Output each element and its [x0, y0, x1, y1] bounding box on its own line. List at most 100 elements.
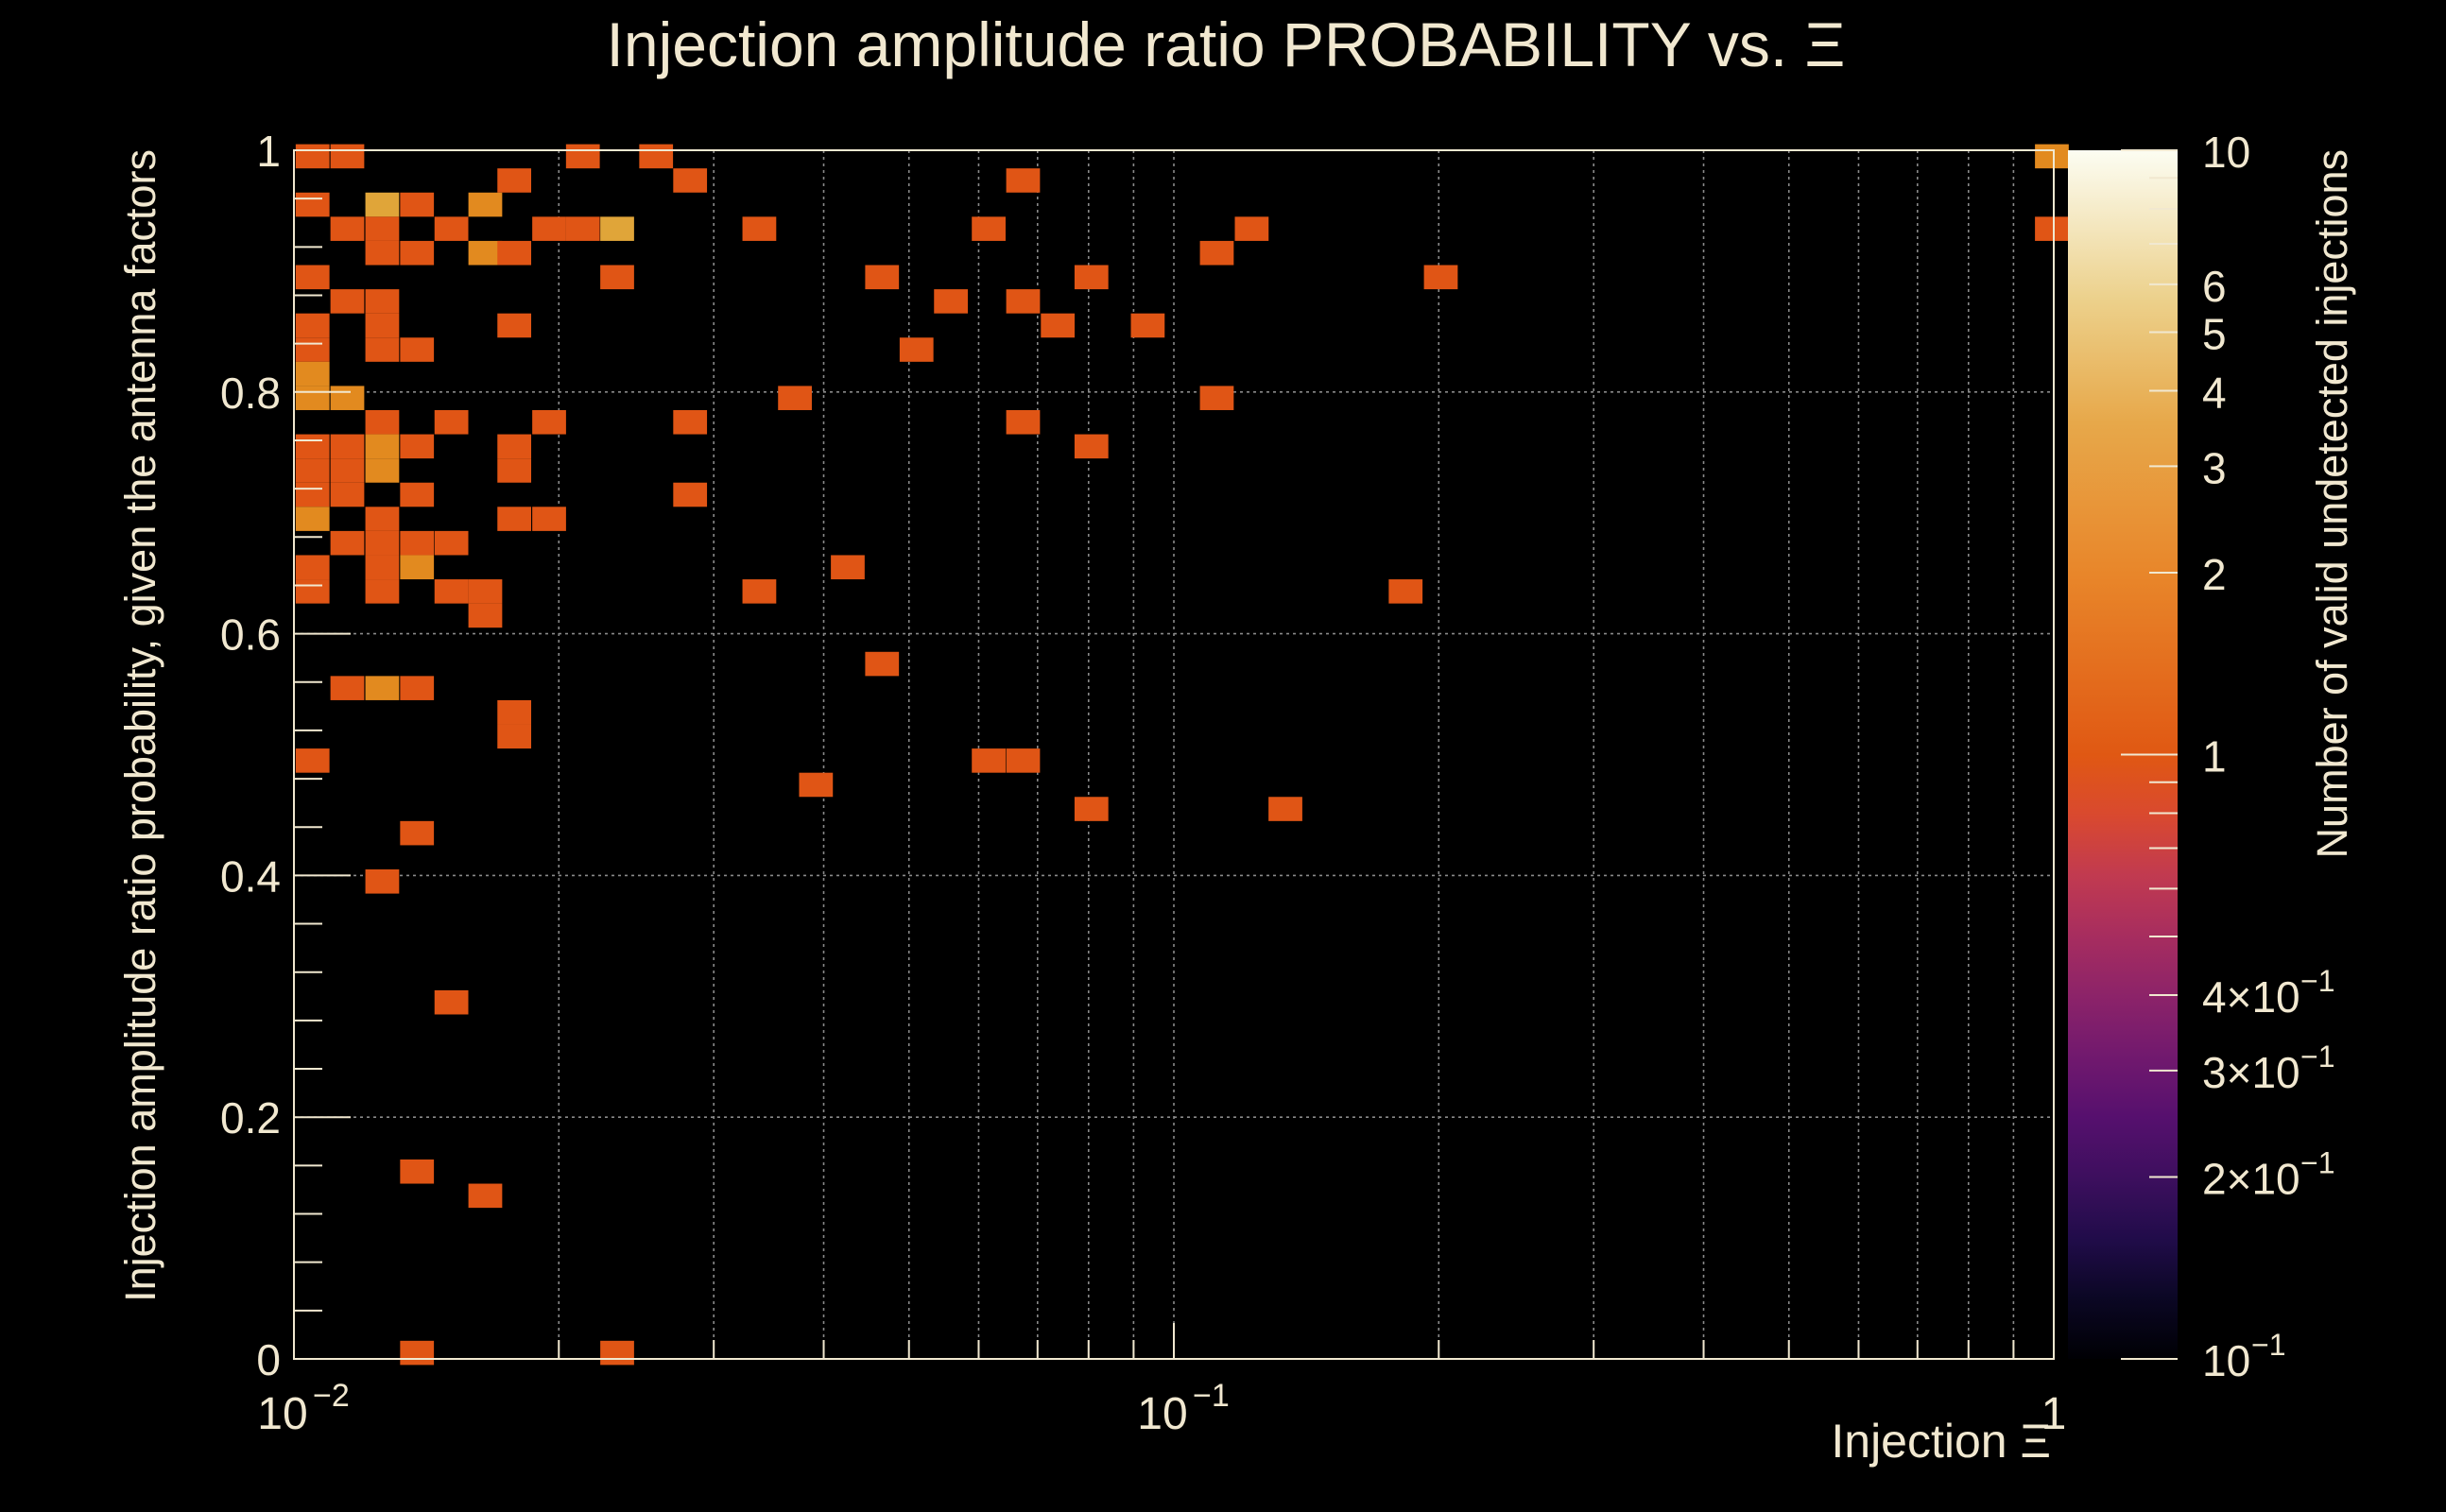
colorbar-tick-label: 10 [2202, 1336, 2250, 1385]
axis-ticks [294, 149, 2015, 1360]
heatmap-cell [497, 507, 532, 531]
heatmap-cell [2035, 216, 2069, 241]
heatmap-cell [1006, 748, 1041, 773]
heatmap-cell [532, 409, 566, 435]
heatmap-cell [673, 409, 708, 435]
heatmap-cell [400, 555, 435, 580]
heatmap-cell [330, 676, 365, 700]
heatmap-cell [899, 337, 934, 362]
heatmap-cell [365, 337, 400, 362]
heatmap-cell [497, 699, 532, 725]
x-tick-label: 10 [1137, 1389, 1187, 1439]
heatmap-cell [2035, 144, 2069, 169]
grid-lines [294, 150, 2054, 1359]
heatmap-cell [1006, 409, 1041, 435]
heatmap-cell [365, 579, 400, 604]
x-tick-label: 10 [257, 1389, 307, 1439]
heatmap-cell [295, 386, 330, 410]
colorbar-label: Number of valid undetected injections [2308, 149, 2356, 858]
y-tick-label: 0.8 [220, 369, 281, 418]
heatmap-cell [400, 676, 435, 700]
heatmap-cell [468, 192, 503, 217]
heatmap-cell [400, 240, 435, 266]
colorbar-tick-label-exponent: −1 [2300, 1145, 2334, 1179]
colorbar-tick-label-exponent: −1 [2300, 964, 2334, 998]
y-tick-label: 0.4 [220, 851, 281, 901]
heatmap-cell [1074, 434, 1109, 459]
heatmap-cell [1234, 216, 1269, 241]
heatmap-cell [600, 1340, 634, 1366]
heatmap-cell [295, 192, 330, 217]
colorbar-tick-label: 5 [2202, 310, 2227, 359]
colorbar-low [2068, 755, 2178, 1359]
heatmap-cell [400, 1340, 435, 1366]
heatmap-cell [565, 144, 600, 169]
heatmap-cell [434, 989, 469, 1015]
heatmap-cell [400, 1159, 435, 1184]
heatmap-cell [934, 289, 968, 314]
heatmap-cell [330, 144, 365, 169]
colorbar-tick-label: 1 [2202, 732, 2227, 782]
colorbar-tick-label: 4×10 [2202, 972, 2300, 1022]
heatmap-cell [468, 579, 503, 604]
y-axis-label: Injection amplitude ratio probability, g… [116, 149, 164, 1302]
heatmap-cell [778, 386, 812, 410]
y-tick-label: 0 [256, 1335, 281, 1384]
heatmap-cell [468, 1183, 503, 1209]
heatmap-cell [330, 289, 365, 314]
heatmap-cell [365, 192, 400, 217]
heatmap-cell [742, 216, 777, 241]
heatmap-cell [639, 144, 674, 169]
colorbar-tick-label: 3×10 [2202, 1048, 2300, 1097]
heatmap-cell [295, 337, 330, 362]
heatmap-cell [365, 869, 400, 894]
heatmap-cell [295, 507, 330, 531]
heatmap-cell [532, 507, 566, 531]
heatmap-cell [742, 579, 777, 604]
heatmap-cell [365, 216, 400, 241]
heatmap-cell [1423, 265, 1458, 290]
heatmap-cell [1130, 313, 1165, 338]
heatmap-cell [972, 216, 1006, 241]
colorbar-high [2068, 150, 2178, 756]
heatmap-cell [365, 555, 400, 580]
heatmap-cell [365, 289, 400, 314]
heatmap-cell [330, 482, 365, 507]
heatmap-cell [365, 458, 400, 483]
heatmap-cell [295, 313, 330, 338]
heatmap-cell [400, 192, 435, 217]
colorbar-tick-label: 6 [2202, 262, 2227, 311]
x-tick-label: 1 [2041, 1389, 2067, 1439]
x-tick-label-exponent: −1 [1193, 1378, 1230, 1414]
heatmap-cell [295, 748, 330, 773]
heatmap-cell [831, 555, 865, 580]
heatmap-cell [532, 216, 566, 241]
heatmap-cell [295, 482, 330, 507]
heatmap-cell [600, 265, 634, 290]
y-tick-label: 0.2 [220, 1093, 281, 1143]
colorbar-tick-label: 4 [2202, 368, 2227, 417]
heatmap-cell [1041, 313, 1076, 338]
heatmap-cell [1074, 797, 1109, 821]
heatmap-cell [1268, 797, 1302, 821]
heatmap-cell [497, 434, 532, 459]
heatmap-cell [434, 409, 469, 435]
colorbar-tick-label: 2×10 [2202, 1154, 2300, 1203]
x-axis-label: Injection Ξ [1831, 1415, 2051, 1468]
heatmap-cell [497, 240, 532, 266]
heatmap-cell [497, 724, 532, 749]
heatmap-cell [1199, 240, 1234, 266]
heatmap-cell [295, 555, 330, 580]
heatmap-cell [295, 434, 330, 459]
heatmap-cell [330, 386, 365, 410]
heatmap-cell [468, 603, 503, 628]
heatmap-cell [400, 337, 435, 362]
heatmap-cell [600, 216, 634, 241]
heatmap-cell [330, 530, 365, 556]
heatmap-cell [400, 434, 435, 459]
heatmap-cell [400, 530, 435, 556]
heatmap-cell [365, 409, 400, 435]
heatmap-cell [1388, 579, 1423, 604]
heatmap-cell [295, 265, 330, 290]
